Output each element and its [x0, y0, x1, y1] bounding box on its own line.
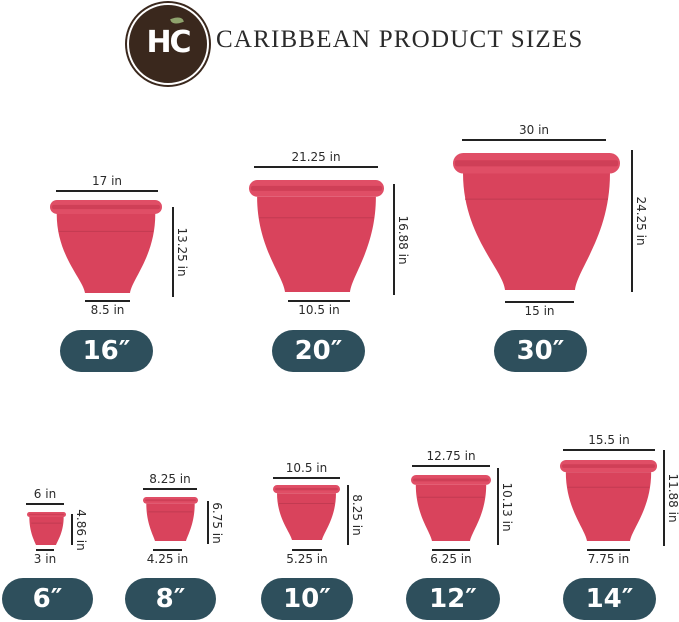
bottom-width-line [587, 549, 630, 551]
size-badge: 8″ [125, 578, 216, 620]
height-line [207, 501, 209, 544]
pot-image [453, 153, 620, 290]
height-line [497, 468, 499, 545]
logo-monogram: HC [146, 25, 191, 60]
bottom-width-line [153, 549, 182, 551]
bottom-width-line [85, 300, 130, 302]
pot-body [146, 503, 195, 541]
height-label: 8.25 in [350, 494, 364, 536]
height-label: 6.75 in [210, 501, 224, 544]
height-line [347, 485, 349, 545]
pot-image [143, 497, 198, 541]
top-width-label: 12.75 in [426, 449, 476, 463]
height-line [71, 514, 73, 545]
size-badge: 10″ [261, 578, 353, 620]
size-badge: 6″ [2, 578, 93, 620]
pot-image [411, 475, 491, 541]
page-title: CARIBBEAN PRODUCT SIZES [216, 26, 584, 53]
top-width-line [56, 190, 158, 192]
top-width-line [462, 139, 606, 141]
top-width-line [143, 488, 197, 490]
size-badge: 20″ [272, 330, 365, 372]
bottom-width-line [288, 300, 350, 302]
top-width-label: 10.5 in [285, 461, 328, 475]
pot-body [565, 472, 652, 541]
bottom-width-line [36, 549, 54, 551]
bottom-width-label: 5.25 in [286, 552, 328, 566]
height-line [393, 184, 395, 295]
top-width-label: 8.25 in [149, 472, 191, 486]
top-width-label: 15.5 in [588, 433, 630, 447]
bottom-width-line [432, 549, 470, 551]
top-width-label: 6 in [33, 487, 57, 501]
top-width-label: 17 in [91, 174, 123, 188]
height-label: 16.88 in [396, 214, 410, 265]
size-badge: 14″ [563, 578, 656, 620]
pot-image [273, 485, 340, 540]
pot-image [50, 200, 162, 293]
top-width-line [26, 503, 64, 505]
size-badge: 16″ [60, 330, 153, 372]
bottom-width-label: 8.5 in [90, 303, 125, 317]
height-label: 24.25 in [634, 196, 648, 246]
bottom-width-label: 3 in [33, 552, 57, 566]
size-badge: 30″ [494, 330, 587, 372]
bottom-width-label: 15 in [524, 304, 555, 318]
bottom-width-line [292, 549, 322, 551]
hc-logo: HC [127, 3, 209, 85]
height-label: 10.13 in [500, 481, 514, 532]
pot-body [257, 196, 376, 292]
pot-image [27, 512, 66, 545]
pot-image [249, 180, 384, 292]
bottom-width-label: 6.25 in [430, 552, 472, 566]
bottom-width-label: 4.25 in [146, 552, 189, 566]
height-label: 4.86 in [74, 508, 88, 551]
size-badge: 12″ [406, 578, 500, 620]
top-width-line [412, 465, 490, 467]
top-width-line [273, 477, 340, 479]
bottom-width-label: 10.5 in [298, 303, 340, 317]
height-label: 11.88 in [666, 473, 679, 523]
pot-body [56, 213, 156, 293]
pot-body [463, 173, 610, 290]
pot-image [560, 460, 657, 541]
height-line [172, 207, 174, 297]
height-line [663, 450, 665, 546]
top-width-label: 21.25 in [291, 150, 341, 164]
pot-body [415, 484, 487, 541]
bottom-width-line [505, 301, 574, 303]
bottom-width-label: 7.75 in [587, 552, 630, 566]
top-width-line [563, 449, 655, 451]
top-width-label: 30 in [518, 123, 550, 137]
top-width-line [254, 166, 378, 168]
height-line [631, 150, 633, 292]
pot-body [29, 517, 64, 545]
height-label: 13.25 in [175, 227, 189, 277]
pot-body [277, 493, 336, 540]
